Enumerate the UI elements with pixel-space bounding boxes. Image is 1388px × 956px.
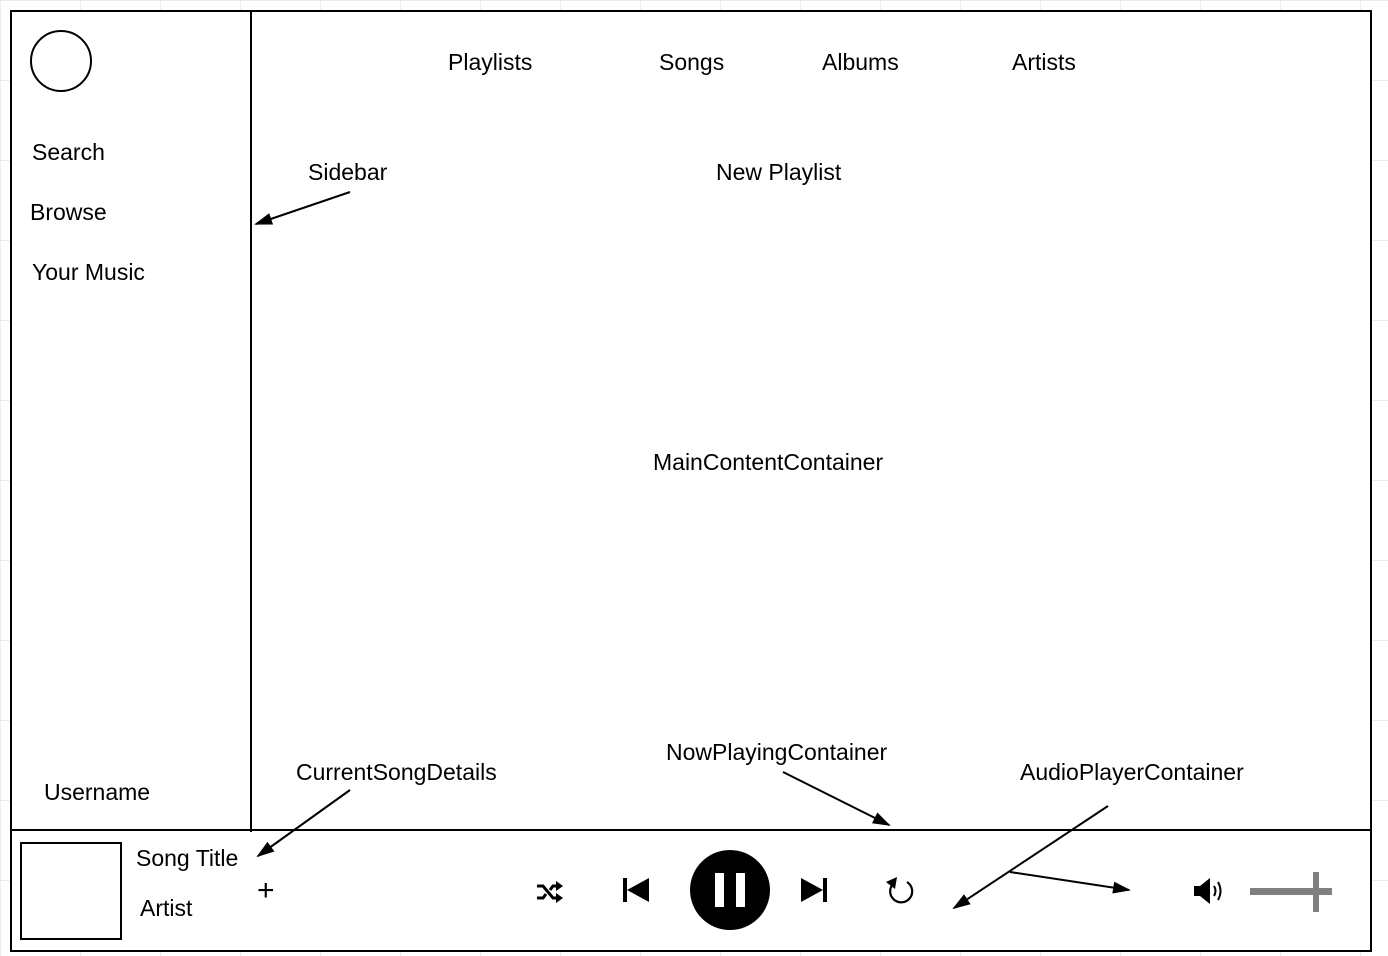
- tab-artists[interactable]: Artists: [1012, 49, 1076, 75]
- tab-albums[interactable]: Albums: [822, 49, 899, 75]
- song-artist: Artist: [140, 895, 193, 921]
- previous-icon[interactable]: [620, 875, 652, 905]
- sidebar-item-search[interactable]: Search: [32, 139, 105, 165]
- tab-songs[interactable]: Songs: [659, 49, 725, 75]
- sidebar-item-browse[interactable]: Browse: [30, 199, 107, 225]
- song-title: Song Title: [136, 845, 239, 871]
- new-playlist-button[interactable]: New Playlist: [716, 159, 842, 185]
- tab-playlists[interactable]: Playlists: [448, 49, 533, 75]
- volume-slider[interactable]: [1248, 870, 1334, 914]
- pause-icon[interactable]: [689, 849, 771, 931]
- annotation-sidebar: Sidebar: [308, 159, 388, 185]
- sidebar-divider: [250, 10, 252, 832]
- album-art: [20, 842, 122, 940]
- sidebar-item-your-music[interactable]: Your Music: [32, 259, 145, 285]
- username[interactable]: Username: [44, 779, 151, 805]
- player-divider: [10, 829, 1372, 831]
- annotation-current-song-details: CurrentSongDetails: [296, 759, 497, 785]
- logo[interactable]: [30, 30, 92, 92]
- add-icon[interactable]: +: [257, 874, 275, 907]
- volume-icon[interactable]: [1192, 875, 1230, 907]
- annotation-now-playing-container: NowPlayingContainer: [666, 739, 888, 765]
- next-icon[interactable]: [798, 875, 830, 905]
- app-frame: [10, 10, 1372, 952]
- annotation-audio-player-container: AudioPlayerContainer: [1020, 759, 1244, 785]
- shuffle-icon[interactable]: [534, 878, 564, 906]
- repeat-icon[interactable]: [885, 875, 919, 911]
- main-content-container-label: MainContentContainer: [653, 449, 884, 475]
